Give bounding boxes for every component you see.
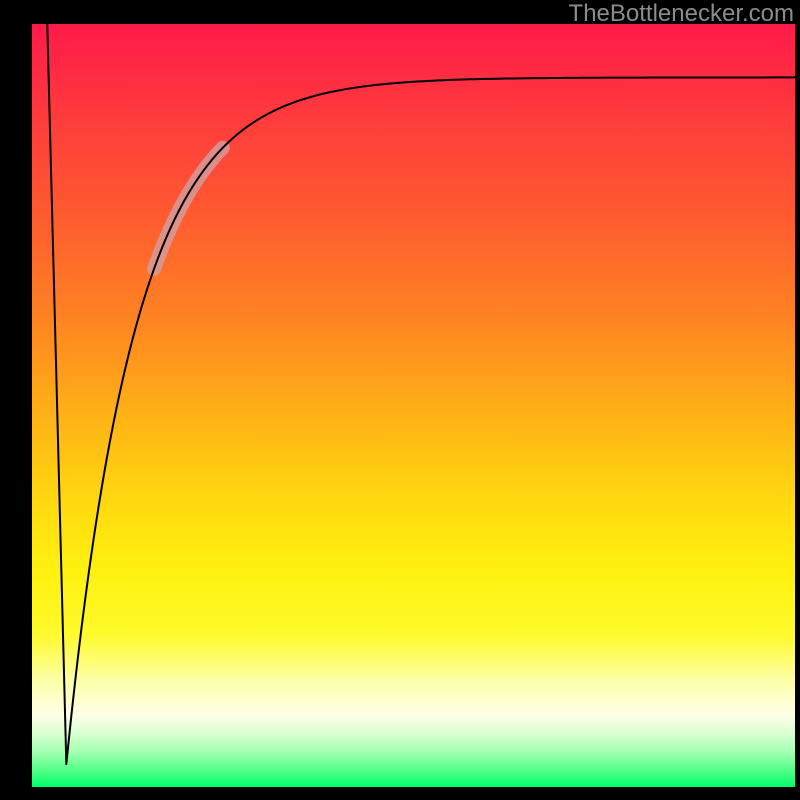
watermark-text: TheBottlenecker.com [569,0,794,28]
chart-stage: TheBottlenecker.com [0,0,800,800]
chart-svg [0,0,800,800]
